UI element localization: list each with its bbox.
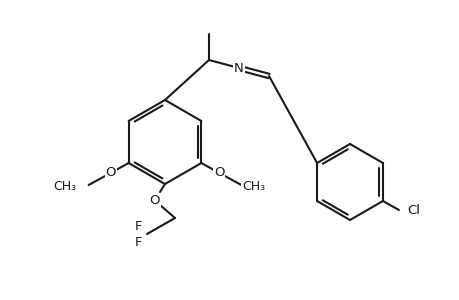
- Text: F: F: [135, 220, 142, 232]
- Text: CH₃: CH₃: [53, 181, 77, 194]
- Text: CH₃: CH₃: [241, 181, 264, 194]
- Text: F: F: [135, 236, 142, 248]
- Text: Cl: Cl: [406, 203, 419, 217]
- Text: O: O: [105, 167, 116, 179]
- Text: N: N: [234, 61, 243, 74]
- Text: O: O: [150, 194, 160, 206]
- Text: O: O: [213, 167, 224, 179]
